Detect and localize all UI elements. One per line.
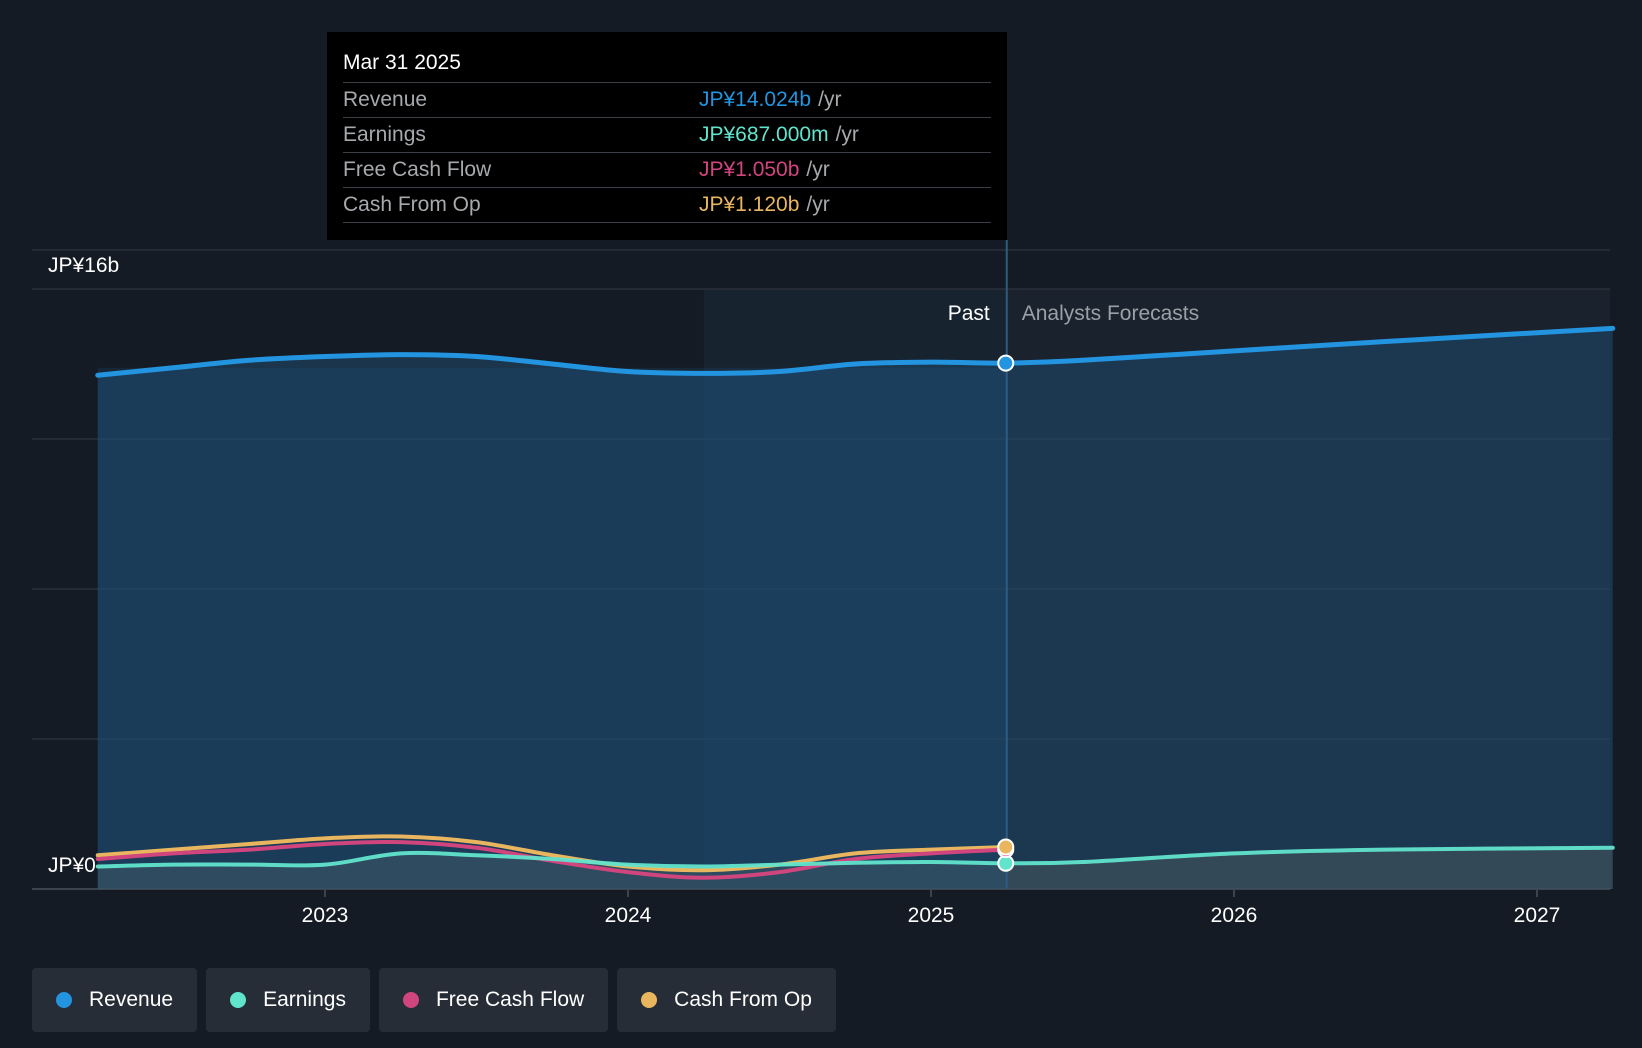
- legend-item-earnings[interactable]: Earnings: [206, 968, 370, 1032]
- line-revenue: [95, 325, 1616, 378]
- tooltip-label: Cash From Op: [343, 193, 481, 216]
- past-label: Past: [948, 302, 990, 325]
- legend-dot-icon: [56, 992, 72, 1008]
- tooltip-value: JP¥14.024b: [699, 88, 812, 111]
- tooltip-unit: /yr: [806, 158, 830, 181]
- tooltip: Mar 31 2025 Revenue JP¥14.024b /yr Earni…: [327, 32, 1007, 240]
- marker-revenue: [997, 354, 1015, 372]
- forecast-label: Analysts Forecasts: [1022, 302, 1199, 325]
- tooltip-row-earnings: Earnings JP¥687.000m /yr: [343, 117, 991, 152]
- legend-item-free-cash-flow[interactable]: Free Cash Flow: [378, 968, 609, 1032]
- x-tick-label: 2024: [605, 904, 652, 927]
- area-earnings: [97, 847, 1613, 889]
- legend-label: Earnings: [263, 988, 346, 1011]
- tooltip-label: Earnings: [343, 123, 426, 146]
- legend-label: Cash From Op: [674, 988, 812, 1011]
- legend-dot-icon: [641, 992, 658, 1008]
- y-tick-label: JP¥16b: [48, 254, 119, 277]
- x-tick-label: 2027: [1514, 904, 1561, 927]
- y-tick-label: JP¥0: [48, 854, 96, 877]
- tooltip-row-revenue: Revenue JP¥14.024b /yr: [343, 82, 991, 117]
- line-earnings: [95, 845, 1615, 869]
- legend-dot-icon: [402, 992, 419, 1008]
- legend-dot-icon: [230, 992, 247, 1008]
- x-tick-label: 2025: [908, 904, 955, 927]
- tooltip-unit: /yr: [835, 123, 859, 146]
- tooltip-unit: /yr: [806, 193, 830, 216]
- tooltip-label: Free Cash Flow: [343, 158, 492, 181]
- marker-cash-from-op: [997, 838, 1015, 856]
- tooltip-label: Revenue: [343, 88, 428, 111]
- legend: Revenue Earnings Free Cash Flow Cash Fro…: [32, 968, 836, 1032]
- tooltip-unit: /yr: [818, 88, 842, 111]
- tooltip-value: JP¥687.000m: [699, 123, 829, 146]
- x-tick-label: 2026: [1211, 904, 1258, 927]
- tooltip-row-free-cash-flow: Free Cash Flow JP¥1.050b /yr: [343, 152, 991, 187]
- past-revenue-tint: [97, 367, 1007, 889]
- line-cash-from-op: [95, 834, 1009, 873]
- legend-item-cash-from-op[interactable]: Cash From Op: [617, 968, 836, 1032]
- tooltip-value: JP¥1.050b: [699, 158, 800, 181]
- tooltip-row-cash-from-op: Cash From Op JP¥1.120b /yr: [343, 187, 991, 223]
- area-revenue: [97, 328, 1613, 889]
- legend-label: Revenue: [89, 988, 174, 1011]
- legend-label: Free Cash Flow: [435, 988, 585, 1011]
- x-tick-label: 2023: [302, 904, 349, 927]
- legend-item-revenue[interactable]: Revenue: [32, 968, 198, 1032]
- tooltip-value: JP¥1.120b: [699, 193, 800, 216]
- tooltip-date: Mar 31 2025: [343, 51, 461, 74]
